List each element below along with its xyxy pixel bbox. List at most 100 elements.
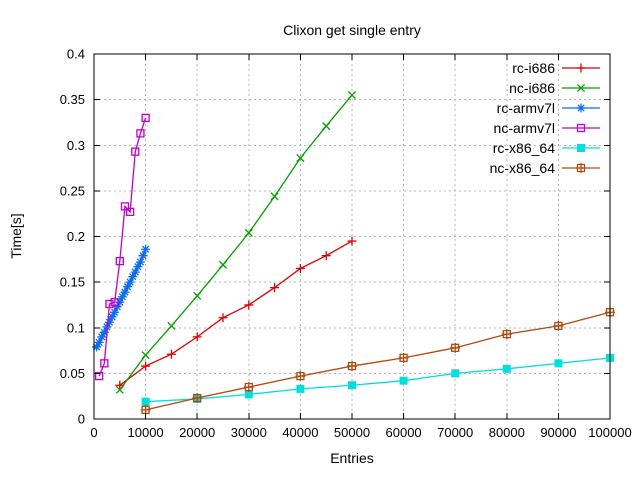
x-tick-label: 60000	[386, 425, 422, 440]
legend-swatch	[562, 163, 600, 173]
open-square-marker	[115, 256, 124, 266]
plus-marker	[321, 251, 331, 261]
legend-swatch	[562, 144, 600, 152]
open-square-marker	[105, 299, 114, 309]
filled-square-marker	[296, 384, 305, 393]
legend-item-nc-x86_64: nc-x86_64	[490, 158, 600, 178]
plus-marker	[576, 63, 586, 73]
square-plus-marker	[553, 320, 564, 331]
y-tick-labels: 0 0.05 0.1 0.15 0.2 0.25 0.3 0.35 0.4	[60, 47, 85, 427]
asterisk-marker	[576, 103, 586, 113]
x-tick-label: 90000	[540, 425, 576, 440]
filled-square-marker	[244, 390, 253, 399]
square-plus-marker	[295, 371, 306, 382]
cross-marker	[270, 192, 279, 201]
legend-label: nc-x86_64	[489, 160, 555, 176]
open-square-marker	[141, 113, 150, 123]
legend-swatch	[562, 123, 600, 133]
legend-label: rc-i686	[512, 60, 555, 76]
x-tick-label: 20000	[179, 425, 215, 440]
filled-square-marker	[502, 364, 511, 373]
x-tick-label: 50000	[334, 425, 370, 440]
cross-marker	[576, 83, 586, 93]
legend-swatch	[562, 83, 600, 93]
series-rc-armv7l	[92, 244, 151, 352]
legend-label: rc-x86_64	[492, 140, 555, 156]
filled-square-marker	[348, 381, 356, 390]
open-square-marker	[131, 147, 140, 156]
y-tick-label: 0.35	[60, 92, 85, 107]
legend: rc-i686 nc-i686 rc-armv7l nc-armv7l rc-x86_6…	[490, 58, 600, 178]
y-tick-label: 0.4	[67, 47, 85, 62]
filled-square-marker	[554, 359, 563, 368]
plus-marker	[244, 300, 254, 310]
x-tick-labels: 0 10000 20000 30000 40000 50000 60000 70000 8000…	[90, 425, 631, 440]
open-square-marker	[576, 123, 586, 133]
legend-item-nc-armv7l: nc-armv7l	[490, 118, 600, 138]
filled-square-marker	[141, 397, 150, 406]
cross-marker	[296, 153, 305, 163]
plus-marker	[295, 263, 305, 273]
cross-marker	[141, 351, 150, 360]
plus-marker	[218, 313, 228, 323]
x-tick-label: 40000	[282, 425, 318, 440]
axes	[93, 53, 611, 420]
filled-square-marker	[451, 369, 460, 378]
series-nc-x86_64	[140, 307, 615, 415]
legend-label: rc-armv7l	[496, 100, 555, 116]
cross-marker	[115, 385, 124, 394]
y-tick-label: 0.2	[67, 229, 85, 244]
legend-item-rc-x86_64: rc-x86_64	[490, 138, 600, 158]
cross-marker	[347, 91, 357, 100]
legend-swatch	[562, 63, 600, 73]
open-square-marker	[100, 359, 109, 368]
cross-marker	[322, 122, 331, 131]
x-tick-label: 80000	[489, 425, 525, 440]
y-tick-label: 0.05	[60, 366, 85, 381]
chart-title: Clixon get single entry	[283, 22, 421, 38]
open-square-marker	[120, 202, 130, 211]
series-nc-i686	[115, 91, 357, 394]
x-tick-label: 100000	[588, 425, 631, 440]
plus-marker	[141, 361, 151, 371]
cross-marker	[193, 291, 202, 300]
plus-marker	[192, 332, 202, 342]
open-square-marker	[125, 207, 135, 217]
cross-marker	[218, 260, 228, 269]
plus-marker	[166, 349, 176, 359]
y-tick-label: 0.25	[60, 183, 85, 198]
y-tick-label: 0.15	[60, 275, 85, 290]
legend-item-rc-armv7l: rc-armv7l	[490, 98, 600, 118]
y-tick-label: 0	[78, 412, 85, 427]
y-tick-label: 0.3	[67, 138, 85, 153]
square-plus-marker	[243, 382, 254, 393]
x-tick-label: 0	[90, 425, 97, 440]
cross-marker	[167, 321, 176, 330]
legend-swatch	[562, 103, 600, 113]
x-tick-label: 70000	[437, 425, 473, 440]
square-plus-marker	[398, 352, 409, 363]
square-plus-marker	[450, 342, 461, 353]
filled-square-marker	[577, 144, 585, 152]
cross-marker	[244, 228, 253, 237]
series-rc-x86_64	[141, 353, 614, 406]
x-tick-label: 30000	[231, 425, 267, 440]
asterisk-marker	[141, 244, 151, 254]
series-rc-i686	[115, 236, 357, 390]
x-tick-label: 10000	[128, 425, 164, 440]
square-plus-marker	[192, 393, 203, 404]
x-axis-label: Entries	[330, 450, 374, 466]
series-nc-armv7l	[95, 113, 150, 381]
plus-marker	[270, 283, 280, 293]
open-square-marker	[136, 129, 145, 138]
y-tick-label: 0.1	[67, 320, 85, 335]
legend-label: nc-armv7l	[493, 120, 555, 136]
y-axis-label: Time[s]	[8, 213, 24, 259]
asterisk-marker	[117, 292, 127, 302]
square-plus-marker	[347, 361, 357, 372]
asterisk-marker	[123, 282, 133, 292]
plus-marker	[347, 236, 357, 246]
open-square-marker	[95, 371, 104, 381]
